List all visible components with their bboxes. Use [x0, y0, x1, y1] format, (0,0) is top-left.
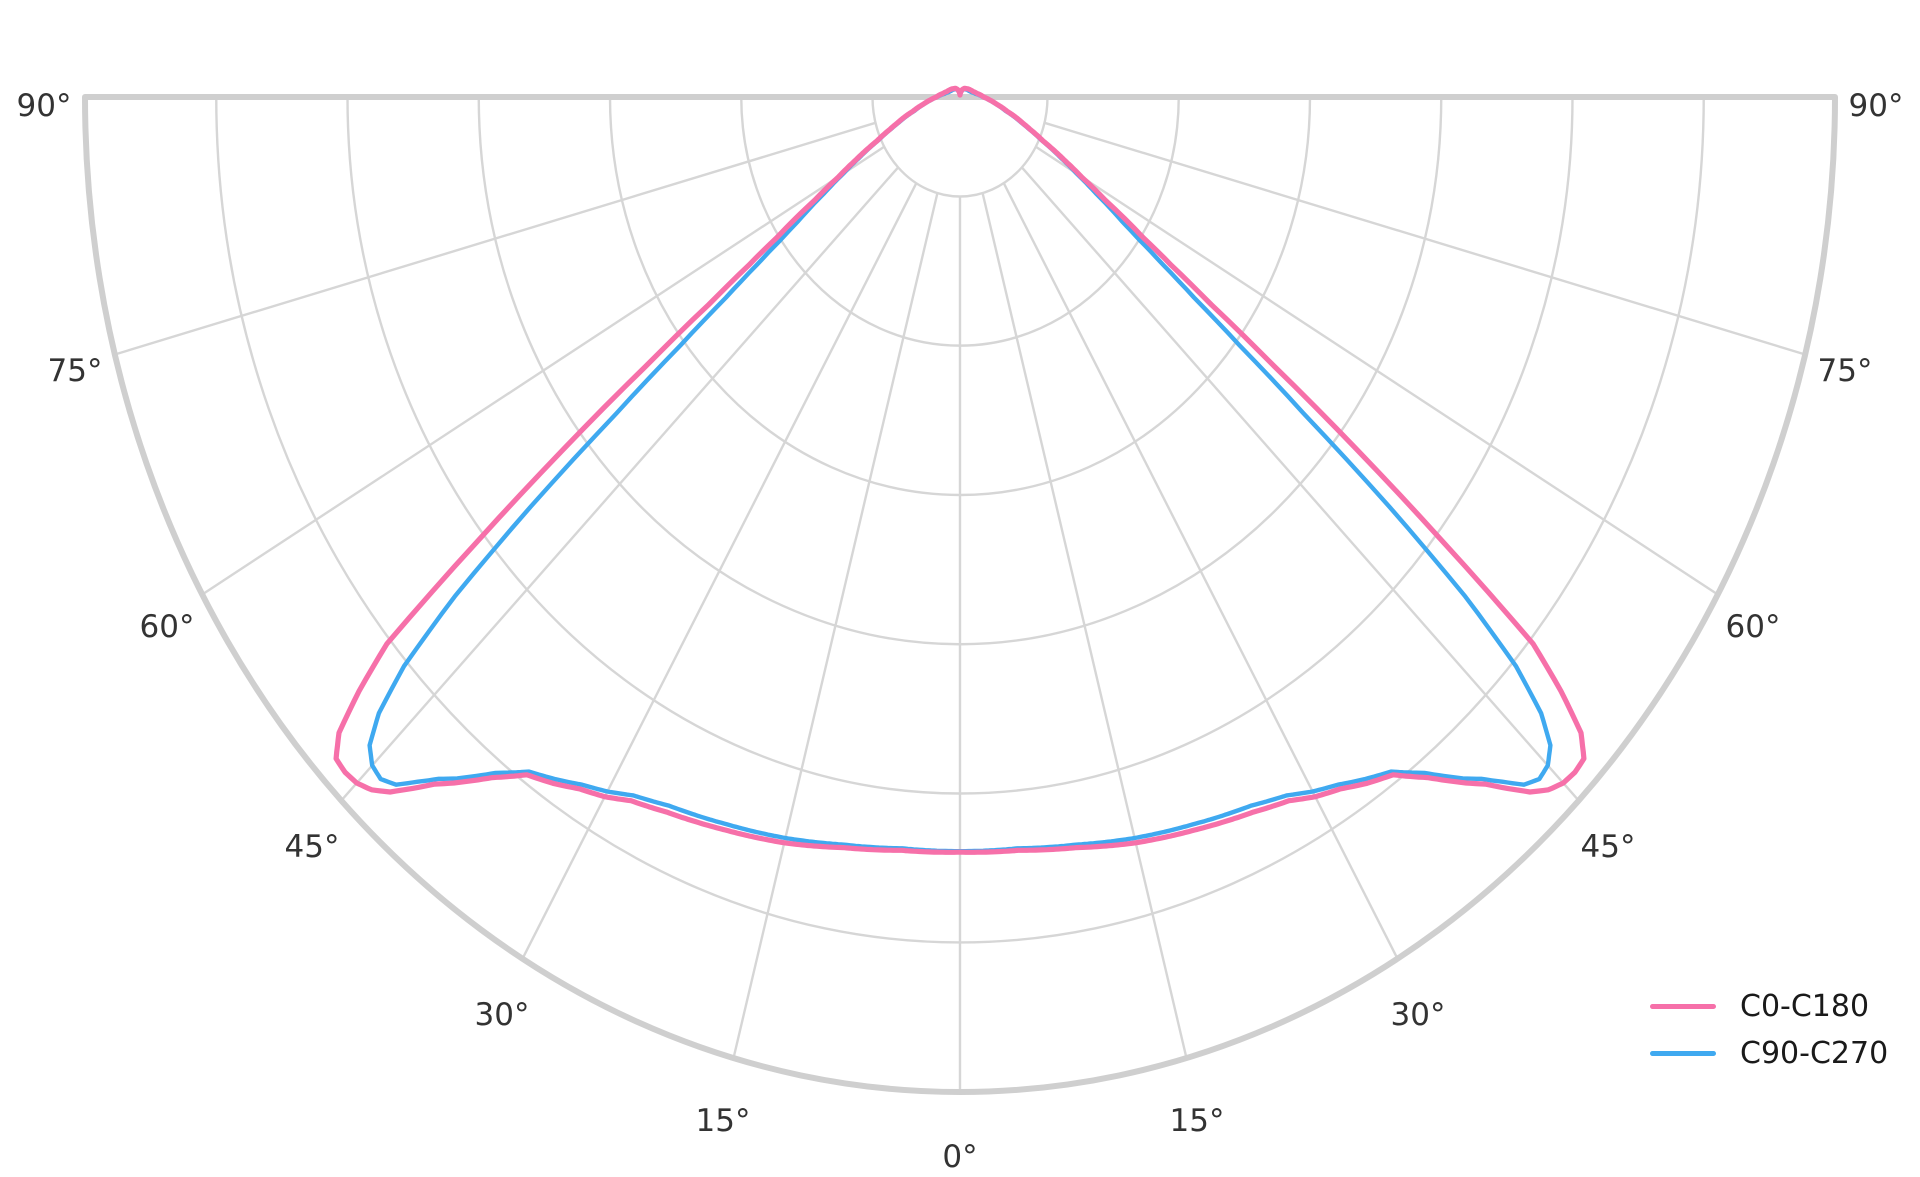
grid-spoke: [114, 121, 876, 356]
grid-spoke: [1035, 145, 1719, 596]
legend-item-c90-c270: C90-C270: [1650, 1031, 1888, 1076]
grid-spoke: [981, 192, 1188, 1059]
grid-ring: [871, 96, 1049, 198]
angle-label: 30°: [475, 997, 530, 1033]
legend-label-c90-c270: C90-C270: [1740, 1035, 1889, 1071]
grid-spoke: [1002, 182, 1399, 960]
grid-spoke: [1020, 166, 1580, 802]
angle-label: 0°: [942, 1139, 977, 1175]
angle-label: 15°: [1170, 1103, 1225, 1139]
legend: C0-C180 C90-C270: [1650, 984, 1888, 1076]
legend-item-c0-c180: C0-C180: [1650, 984, 1888, 1029]
angle-label: 15°: [696, 1103, 751, 1139]
curve-c0-c180: [333, 85, 1587, 855]
angle-label: 45°: [1581, 829, 1636, 865]
legend-line-icon-c90-c270: [1650, 1051, 1716, 1056]
angle-label: 90°: [17, 88, 72, 124]
legend-line-icon-c0-c180: [1650, 1004, 1716, 1009]
angle-label: 90°: [1849, 88, 1904, 124]
angle-label: 75°: [1818, 353, 1873, 389]
angle-label: 30°: [1391, 997, 1446, 1033]
angle-label: 60°: [1726, 609, 1781, 645]
angle-label: 60°: [140, 609, 195, 645]
legend-label-c0-c180: C0-C180: [1740, 988, 1870, 1024]
angle-label: 45°: [285, 829, 340, 865]
outer-boundary: [82, 94, 1838, 1095]
grid-spoke: [732, 192, 939, 1059]
grid-spoke: [201, 145, 885, 596]
grid-spoke: [521, 182, 918, 960]
grid-spoke: [1044, 121, 1806, 356]
angle-label: 75°: [48, 353, 103, 389]
grid-spoke: [340, 166, 900, 802]
